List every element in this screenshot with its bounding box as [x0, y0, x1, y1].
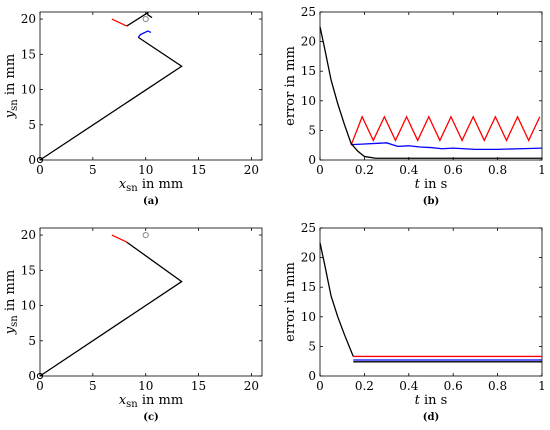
x-tick-label: 0.2 [355, 379, 374, 393]
x-axis-label: t in s [415, 177, 448, 192]
x-tick-label: 0.2 [355, 163, 374, 177]
y-tick-label: 5 [28, 118, 36, 132]
y-tick-label: 25 [301, 5, 316, 19]
y-tick-label: 0 [28, 153, 36, 167]
y-tick-label: 5 [308, 339, 316, 353]
series-line-d-0 [319, 242, 354, 357]
x-tick-label: 0.6 [444, 163, 463, 177]
y-tick-label: 25 [301, 221, 316, 235]
axes-frame-d [319, 227, 543, 377]
series-line-c-1 [111, 234, 127, 243]
axes-frame-a [39, 11, 263, 161]
x-axis-label-unit: in mm [138, 177, 183, 192]
x-tick-label: 15 [191, 379, 206, 393]
x-tick-label: 0 [316, 379, 324, 393]
x-tick-label: 0 [316, 163, 324, 177]
y-tick-label: 5 [28, 334, 36, 348]
x-axis-label-var: t [415, 177, 421, 192]
x-axis-label-var: x [119, 393, 127, 408]
series-line-c-0 [39, 241, 183, 377]
y-axis-label: ysn in mm [3, 54, 20, 119]
y-axis-label-var: y [3, 110, 18, 119]
x-tick-label: 0.6 [444, 379, 463, 393]
series-line-a-0 [39, 36, 183, 161]
x-tick-label: 0.4 [399, 379, 418, 393]
y-tick-label: 5 [308, 123, 316, 137]
y-axis-label-var: y [3, 326, 18, 335]
x-axis-label-sub: sn [126, 399, 138, 410]
series-line-b-2 [319, 26, 542, 159]
x-axis-label: t in s [415, 393, 448, 408]
series-line-a-3 [137, 30, 152, 38]
x-tick-label: 5 [89, 379, 97, 393]
x-tick-label: 5 [89, 163, 97, 177]
y-axis-label-sub: sn [9, 315, 20, 327]
x-tick-label: 0 [36, 379, 44, 393]
x-tick-label: 20 [244, 379, 259, 393]
x-tick-label: 0.8 [488, 163, 507, 177]
x-axis-label-var: x [119, 177, 127, 192]
x-axis-label: xsn in mm [119, 393, 183, 410]
x-axis-label: xsn in mm [119, 177, 183, 194]
y-axis-label-unit: in mm [3, 54, 18, 99]
y-tick-label: 10 [21, 83, 36, 97]
x-axis-label-var: t [415, 393, 421, 408]
y-axis-label-sub: sn [9, 99, 20, 111]
y-tick-label: 20 [21, 12, 36, 26]
x-tick-label: 0.8 [488, 379, 507, 393]
series-line-a-2 [111, 18, 127, 27]
series-line-a-1 [126, 11, 153, 27]
y-tick-label: 0 [308, 153, 316, 167]
marker-c-1 [36, 372, 44, 380]
y-axis-label-var: error in mm [283, 262, 298, 342]
axes-frame-b [319, 11, 543, 161]
y-tick-label: 20 [301, 35, 316, 49]
y-axis-label: error in mm [283, 46, 298, 126]
y-axis-label-unit: in mm [3, 270, 18, 315]
marker-a-0 [142, 15, 149, 23]
y-tick-label: 10 [301, 94, 316, 108]
x-axis-label-unit: in s [420, 393, 447, 408]
panel-caption: (a) [143, 196, 159, 207]
y-tick-label: 10 [301, 310, 316, 324]
axes-frame-c [39, 227, 263, 377]
x-tick-label: 0 [36, 163, 44, 177]
x-axis-label-unit: in mm [138, 393, 183, 408]
x-tick-label: 0.4 [399, 163, 418, 177]
y-tick-label: 15 [21, 47, 36, 61]
y-tick-label: 10 [21, 299, 36, 313]
y-tick-label: 15 [301, 280, 316, 294]
x-tick-label: 1 [538, 379, 546, 393]
x-tick-label: 15 [191, 163, 206, 177]
x-tick-label: 10 [138, 379, 153, 393]
y-tick-label: 20 [301, 251, 316, 265]
x-tick-label: 10 [138, 163, 153, 177]
panel-caption: (c) [143, 412, 159, 423]
y-axis-label-var: error in mm [283, 46, 298, 126]
y-axis-label: ysn in mm [3, 270, 20, 335]
y-tick-label: 0 [28, 369, 36, 383]
x-axis-label-sub: sn [126, 183, 138, 194]
y-tick-label: 0 [308, 369, 316, 383]
marker-c-0 [142, 231, 149, 239]
series-line-b-0 [350, 115, 541, 146]
y-axis-label: error in mm [283, 262, 298, 342]
y-tick-label: 15 [21, 263, 36, 277]
series-line-b-1 [351, 142, 543, 150]
panel-caption: (d) [423, 412, 439, 423]
y-tick-label: 15 [301, 64, 316, 78]
x-tick-label: 20 [244, 163, 259, 177]
x-tick-label: 1 [538, 163, 546, 177]
marker-a-1 [36, 156, 44, 164]
x-axis-label-unit: in s [420, 177, 447, 192]
y-tick-label: 20 [21, 228, 36, 242]
panel-caption: (b) [423, 196, 439, 207]
